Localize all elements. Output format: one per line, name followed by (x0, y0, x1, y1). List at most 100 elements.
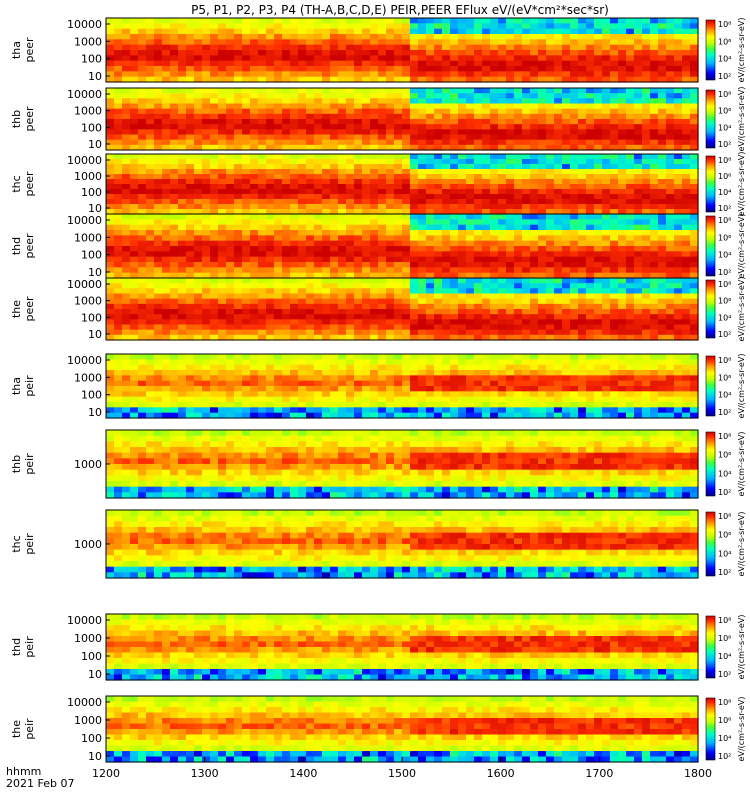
heatmap-cell (498, 124, 507, 130)
heatmap-cell (418, 256, 427, 263)
heatmap-cell (394, 119, 403, 125)
heatmap-cell (330, 50, 339, 56)
heatmap-cell (562, 179, 571, 185)
heatmap-cell (530, 209, 539, 215)
heatmap-cell (650, 34, 659, 40)
heatmap-cell (346, 267, 355, 274)
heatmap-cell (194, 224, 203, 231)
heatmap-cell (242, 251, 251, 258)
heatmap-cell (162, 298, 171, 305)
heatmap-cell (322, 278, 331, 284)
heatmap-cell (234, 219, 243, 226)
heatmap-cell (418, 108, 427, 115)
heatmap-cell (226, 204, 235, 210)
heatmap-cell (498, 319, 507, 326)
heatmap-cell (490, 303, 499, 310)
heatmap-cell (194, 194, 203, 200)
heatmap-cell (106, 209, 115, 215)
heatmap-cell (242, 359, 251, 366)
heatmap-cell (242, 375, 251, 382)
heatmap-cell (154, 364, 163, 371)
heatmap-cell (386, 293, 395, 300)
heatmap-cell (138, 251, 147, 258)
heatmap-cell (418, 209, 427, 215)
heatmap-cell (570, 98, 579, 105)
heatmap-cell (538, 256, 547, 263)
heatmap-cell (218, 28, 227, 35)
heatmap-cell (210, 324, 219, 331)
heatmap-cell (434, 219, 443, 226)
heatmap-cell (354, 298, 363, 305)
heatmap-cell (466, 154, 475, 160)
heatmap-cell (522, 246, 531, 252)
heatmap-cell (562, 169, 571, 175)
heatmap-cell (418, 262, 427, 268)
heatmap-cell (282, 334, 291, 341)
heatmap-cell (370, 230, 379, 236)
heatmap-cell (490, 230, 499, 236)
heatmap-cell (602, 224, 611, 231)
heatmap-cell (242, 396, 251, 403)
heatmap-cell (682, 204, 691, 210)
heatmap-cell (450, 209, 459, 215)
heatmap-cell (250, 66, 259, 72)
heatmap-cell (138, 88, 147, 94)
heatmap-cell (594, 129, 603, 136)
heatmap-cell (362, 154, 371, 160)
heatmap-cell (306, 189, 315, 195)
heatmap-cell (330, 194, 339, 200)
heatmap-cell (234, 293, 243, 300)
heatmap-cell (298, 219, 307, 226)
heatmap-cell (690, 251, 699, 258)
heatmap-cell (338, 402, 347, 408)
heatmap-cell (114, 134, 123, 141)
heatmap-cell (690, 262, 699, 268)
heatmap-cell (106, 194, 115, 200)
heatmap-cell (210, 71, 219, 78)
heatmap-cell (378, 224, 387, 231)
heatmap-cell (578, 113, 587, 120)
heatmap-cell (290, 159, 299, 165)
heatmap-cell (146, 209, 155, 215)
heatmap-cell (650, 214, 659, 220)
heatmap-cell (538, 159, 547, 165)
heatmap-cell (458, 134, 467, 141)
heatmap-cell (546, 113, 555, 120)
heatmap-cell (298, 354, 307, 360)
heatmap-cell (330, 303, 339, 310)
heatmap-cell (346, 39, 355, 46)
heatmap-cell (370, 214, 379, 220)
heatmap-cell (138, 396, 147, 403)
heatmap-cell (618, 108, 627, 115)
heatmap-cell (258, 169, 267, 175)
heatmap-cell (370, 375, 379, 382)
heatmap-cell (530, 324, 539, 331)
heatmap-cell (226, 113, 235, 120)
heatmap-cell (506, 319, 515, 326)
heatmap-cell (610, 288, 619, 295)
heatmap-cell (186, 251, 195, 258)
heatmap-cell (330, 386, 339, 392)
heatmap-cell (202, 272, 211, 279)
heatmap-cell (354, 391, 363, 398)
heatmap-cell (434, 224, 443, 231)
heatmap-cell (314, 179, 323, 185)
heatmap-cell (410, 108, 419, 115)
heatmap-cell (410, 93, 419, 99)
heatmap-cell (274, 272, 283, 279)
heatmap-cell (282, 262, 291, 268)
heatmap-cell (274, 144, 283, 151)
heatmap-cell (442, 23, 451, 30)
heatmap-cell (338, 18, 347, 24)
heatmap-cell (170, 224, 179, 231)
heatmap-cell (602, 134, 611, 141)
heatmap-cell (586, 240, 595, 247)
heatmap-cell (682, 159, 691, 165)
heatmap-cell (546, 93, 555, 99)
heatmap-cell (314, 88, 323, 94)
heatmap-cell (506, 93, 515, 99)
heatmap-cell (554, 139, 563, 146)
heatmap-cell (682, 23, 691, 30)
heatmap-cell (186, 103, 195, 110)
heatmap-cell (546, 23, 555, 30)
